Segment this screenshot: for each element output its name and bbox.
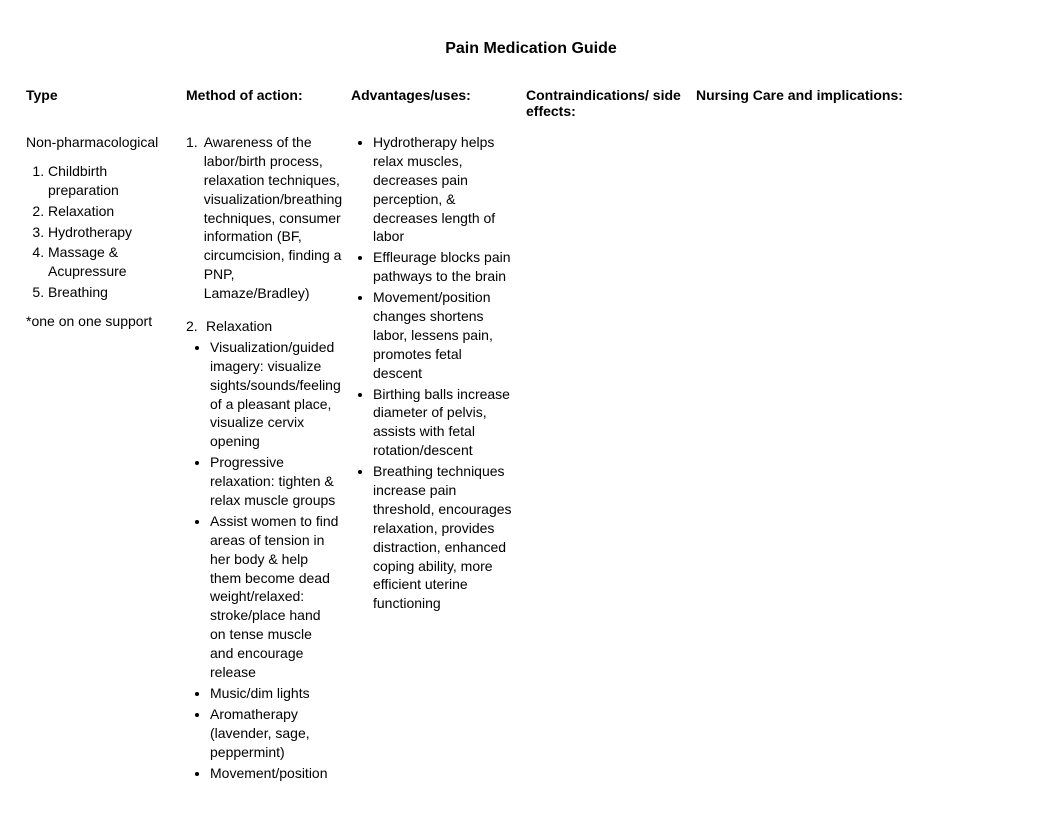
content-row: Non-pharmacological Childbirth preparati… [20,129,1042,788]
header-type: Type [20,83,180,129]
cell-contra [520,129,690,788]
header-method: Method of action: [180,83,345,129]
method-ordered: 1. Awareness of the labor/birth process,… [186,133,342,303]
cell-advantages: Hydrotherapy helps relax muscles, decrea… [345,129,520,788]
type-item: Childbirth preparation [48,162,174,200]
cell-method: 1. Awareness of the labor/birth process,… [180,129,345,788]
method-bullet: Assist women to find areas of tension in… [210,512,339,682]
header-contra: Contraindications/ side effects: [520,83,690,129]
method-num-1: 1. [186,133,204,303]
method-bullet: Movement/position [210,764,339,783]
method-item-1: Awareness of the labor/birth process, re… [204,133,343,303]
guide-table: Type Method of action: Advantages/uses: … [20,83,1042,788]
header-advantages: Advantages/uses: [345,83,520,129]
header-row: Type Method of action: Advantages/uses: … [20,83,1042,129]
document-page: Pain Medication Guide Type Method of act… [0,0,1062,788]
type-list: Childbirth preparation Relaxation Hydrot… [26,162,174,302]
method-sub-bullets: Visualization/guided imagery: visualize … [186,338,339,782]
cell-nursing [690,129,1042,788]
adv-bullet: Effleurage blocks pain pathways to the b… [373,248,514,286]
adv-bullet: Hydrotherapy helps relax muscles, decrea… [373,133,514,246]
method-ordered-2: 2. Relaxation [186,317,272,336]
method-bullet: Progressive relaxation: tighten & relax … [210,453,339,510]
method-bullet: Visualization/guided imagery: visualize … [210,338,339,451]
method-num-2: 2. [186,317,206,336]
method-item-2-label: Relaxation [206,317,272,336]
cell-type: Non-pharmacological Childbirth preparati… [20,129,180,788]
type-item: Hydrotherapy [48,223,174,242]
adv-bullet: Birthing balls increase diameter of pelv… [373,385,514,461]
adv-bullet: Breathing techniques increase pain thres… [373,462,514,613]
advantages-bullets: Hydrotherapy helps relax muscles, decrea… [351,133,514,613]
type-item: Relaxation [48,202,174,221]
page-title: Pain Medication Guide [20,40,1042,58]
type-heading: Non-pharmacological [26,133,174,152]
type-item: Massage & Acupressure [48,243,174,281]
method-bullet: Music/dim lights [210,684,339,703]
header-nursing: Nursing Care and implications: [690,83,1042,129]
method-bullet: Aromatherapy (lavender, sage, peppermint… [210,705,339,762]
adv-bullet: Movement/position changes shortens labor… [373,288,514,382]
type-footnote: *one on one support [26,312,174,331]
type-item: Breathing [48,283,174,302]
